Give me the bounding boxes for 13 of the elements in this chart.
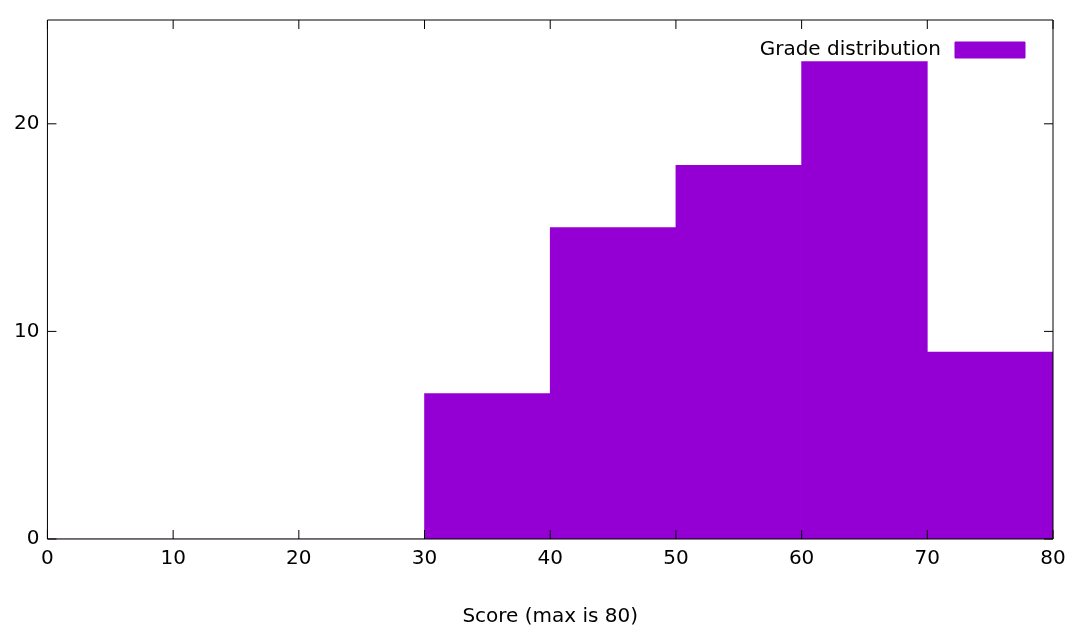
x-axis-title: Score (max is 80) <box>462 603 639 628</box>
legend-label: Grade distribution <box>759 36 941 61</box>
x-tick-label: 10 <box>160 545 186 570</box>
x-tick-label: 60 <box>788 545 815 570</box>
x-tick-label: 40 <box>537 545 563 570</box>
x-tick-label: 80 <box>1040 545 1066 570</box>
x-tick-label: 70 <box>914 545 941 570</box>
y-tick-label: 10 <box>14 317 40 342</box>
x-tick-label: 50 <box>663 545 689 570</box>
y-tick-label: 20 <box>14 110 40 134</box>
y-tick-label: 0 <box>26 525 40 550</box>
x-tick-label: 30 <box>411 545 438 570</box>
x-tick-label: 20 <box>286 545 312 570</box>
